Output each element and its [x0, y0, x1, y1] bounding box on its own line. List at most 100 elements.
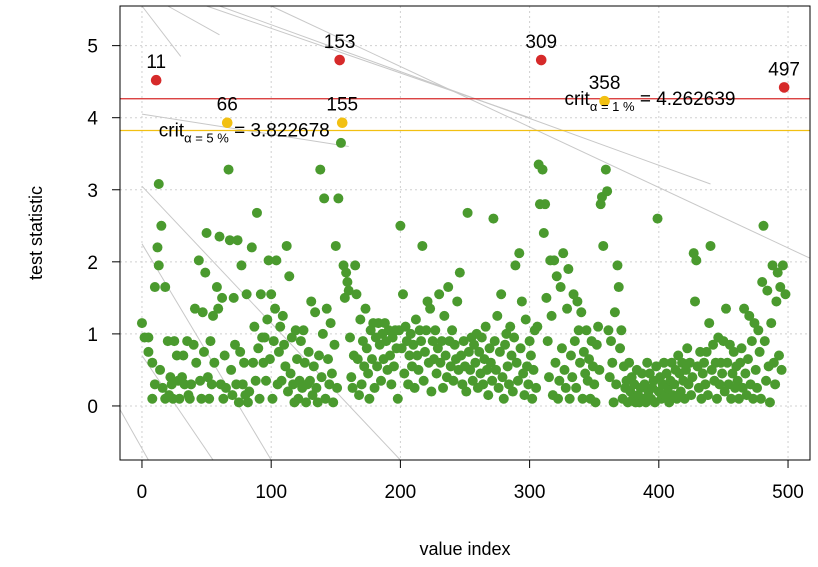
point-label-155: 155 — [326, 95, 358, 116]
data-point — [249, 321, 260, 332]
data-point — [236, 260, 247, 271]
data-point — [205, 336, 216, 347]
data-point — [342, 277, 353, 288]
data-point — [303, 346, 314, 357]
data-point — [766, 318, 777, 329]
data-point — [755, 393, 766, 404]
data-point — [186, 379, 197, 390]
data-point — [239, 357, 250, 368]
data-point — [652, 213, 663, 224]
data-point — [483, 390, 494, 401]
data-point — [497, 372, 508, 383]
data-point — [235, 346, 246, 357]
data-point — [335, 137, 346, 148]
data-point — [284, 271, 295, 282]
data-point — [511, 357, 522, 368]
data-point — [280, 361, 291, 372]
data-point — [616, 325, 627, 336]
data-point — [567, 372, 578, 383]
guide-line — [119, 409, 149, 461]
guide-lines — [119, 5, 811, 461]
data-point — [343, 285, 354, 296]
data-point — [226, 364, 237, 375]
data-point — [310, 307, 321, 318]
data-point — [722, 357, 733, 368]
data-point — [642, 357, 653, 368]
data-point — [739, 303, 750, 314]
data-point — [285, 368, 296, 379]
data-point — [736, 343, 747, 354]
data-point — [452, 296, 463, 307]
data-point — [255, 289, 266, 300]
data-point — [772, 267, 783, 278]
data-point — [356, 379, 367, 390]
data-point — [440, 350, 451, 361]
data-point — [701, 346, 712, 357]
data-point — [562, 303, 573, 314]
data-point — [773, 350, 784, 361]
data-point — [461, 386, 472, 397]
x-axis-label: value index — [419, 539, 510, 559]
data-point — [624, 357, 635, 368]
data-point — [417, 240, 428, 251]
highlighted-point-153 — [334, 54, 345, 66]
data-point — [613, 282, 624, 293]
data-point — [330, 240, 341, 251]
data-point — [213, 303, 224, 314]
data-point — [363, 368, 374, 379]
x-tick-label: 200 — [385, 482, 417, 503]
y-tick-label: 4 — [87, 109, 98, 130]
data-point — [775, 282, 786, 293]
data-point — [603, 325, 614, 336]
data-point — [308, 361, 319, 372]
data-point — [250, 375, 261, 386]
data-point — [156, 220, 167, 231]
data-point — [612, 260, 623, 271]
data-point — [413, 364, 424, 375]
data-point — [251, 207, 262, 218]
data-point — [355, 314, 366, 325]
data-point — [219, 350, 230, 361]
data-point — [196, 393, 207, 404]
data-point — [311, 382, 322, 393]
data-point — [558, 248, 569, 259]
data-point — [448, 375, 459, 386]
y-tick-label: 5 — [87, 37, 98, 58]
data-point — [443, 282, 454, 293]
data-point — [762, 285, 773, 296]
data-point — [200, 267, 211, 278]
data-point — [329, 339, 340, 350]
data-point — [733, 393, 744, 404]
data-point — [704, 318, 715, 329]
data-point — [454, 267, 465, 278]
threshold-label-crit_alpha_1: critα = 1 % = 4.262639 — [564, 89, 735, 114]
data-point — [259, 332, 270, 343]
data-point — [615, 343, 626, 354]
data-point — [319, 193, 330, 204]
data-point — [372, 361, 383, 372]
data-point — [507, 386, 518, 397]
data-point — [248, 357, 259, 368]
data-point — [174, 393, 185, 404]
y-tick-label: 3 — [87, 181, 98, 202]
data-point — [445, 361, 456, 372]
data-point — [282, 386, 293, 397]
highlighted-point-497 — [778, 82, 790, 93]
data-point — [405, 328, 416, 339]
data-point — [506, 350, 517, 361]
data-point — [658, 357, 669, 368]
data-point — [160, 282, 171, 293]
data-point — [606, 336, 617, 347]
data-point — [467, 375, 478, 386]
data-point — [500, 339, 511, 350]
data-point — [485, 357, 496, 368]
data-point — [276, 375, 287, 386]
data-point — [143, 332, 154, 343]
data-point — [298, 325, 309, 336]
data-point — [462, 207, 473, 218]
data-point — [195, 375, 206, 386]
data-point — [556, 343, 567, 354]
data-points — [136, 137, 791, 408]
grid — [120, 6, 810, 460]
data-point — [744, 310, 755, 321]
